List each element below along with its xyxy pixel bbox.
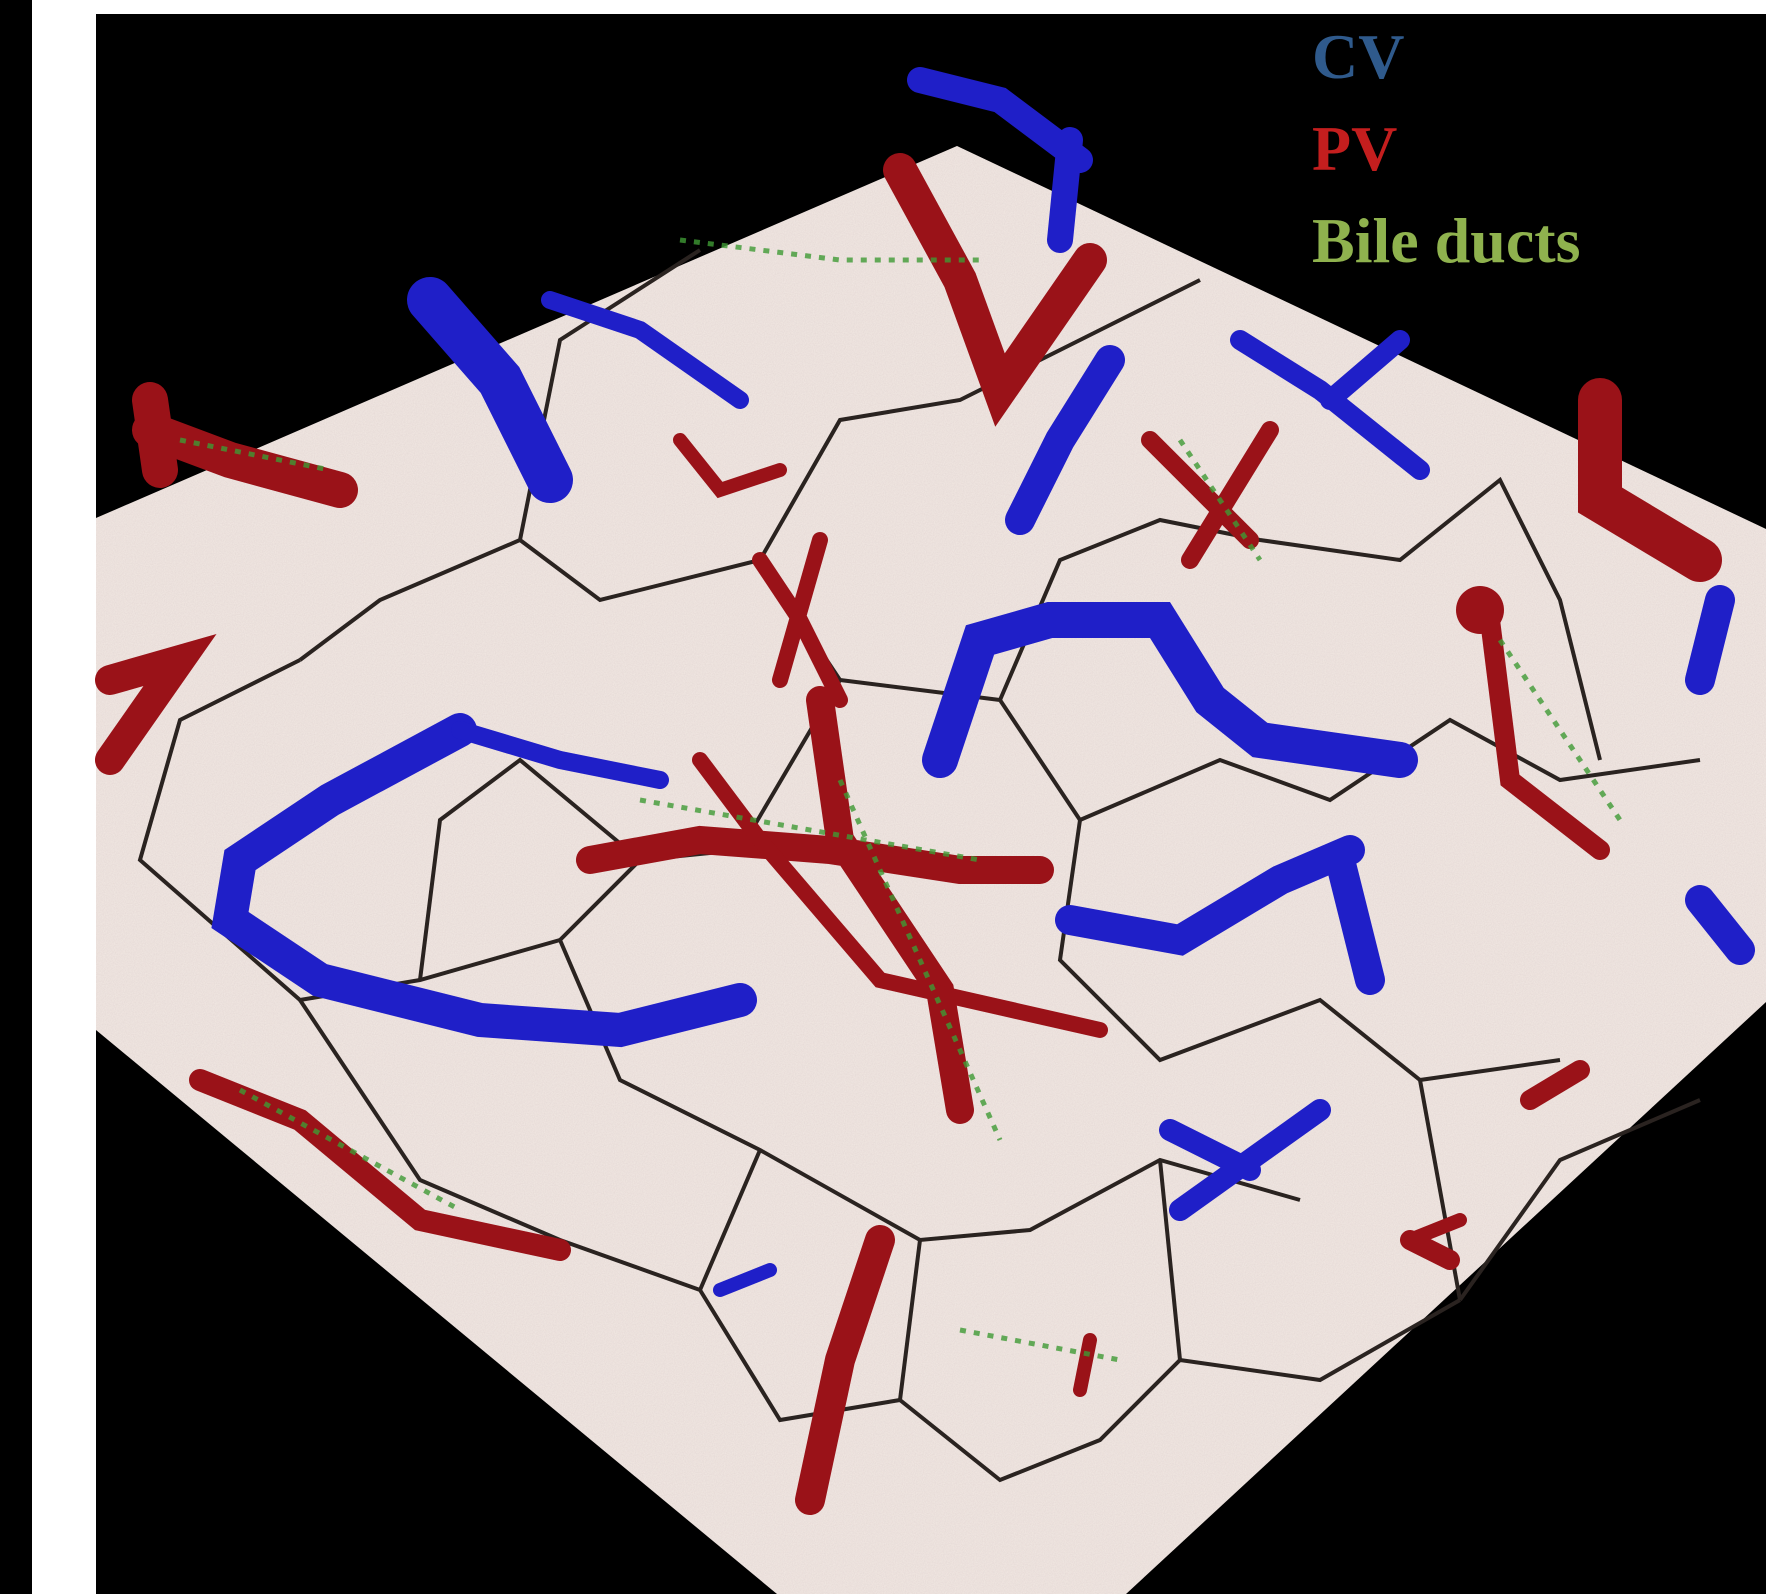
figure: CV PV Bile ducts (0, 0, 1766, 1594)
page: CV PV Bile ducts (() => { const data = J… (0, 0, 1766, 1594)
pv-node (1456, 586, 1504, 634)
legend-label: Bile ducts (1312, 205, 1580, 276)
left-panel-edge (0, 0, 32, 1594)
legend-label: PV (1312, 113, 1397, 184)
legend-label: CV (1312, 21, 1404, 92)
